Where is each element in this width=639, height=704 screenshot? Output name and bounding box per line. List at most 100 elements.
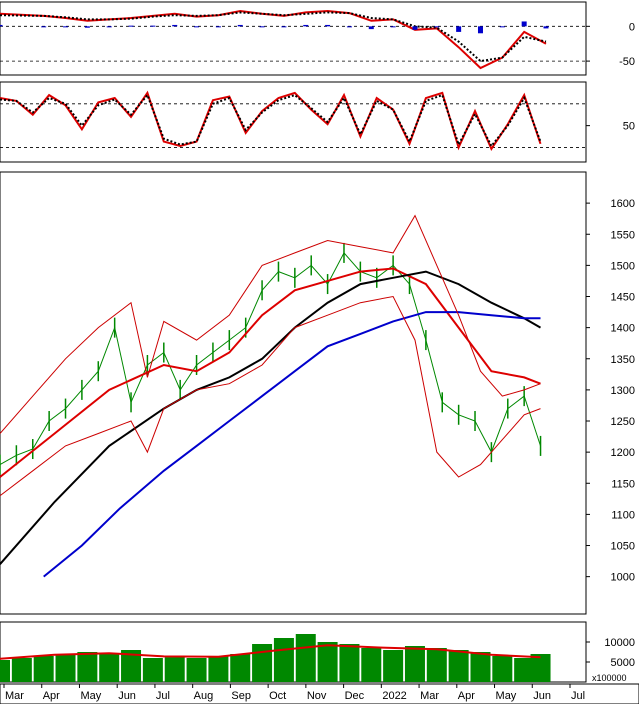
x-tick-label-6: Sep [231,690,251,702]
x-tick-label-5: Aug [194,690,214,702]
y-tick-label-price-5: 1350 [611,354,635,366]
volume-volume-bar-4 [77,652,98,682]
macd-histogram-bar-23 [521,21,527,27]
volume-volume-bar-18 [383,650,404,682]
macd-histogram-bar-10 [237,24,243,27]
volume-volume_ma-line [0,644,541,660]
volume-volume-bar-10 [208,656,229,682]
macd-signal-line [0,11,547,63]
volume-volume-bar-23 [492,656,513,682]
macd-histogram-bar-11 [259,26,265,28]
y-axis: 0 -50 50 1600 1550 1500 1450 1400 1350 1300 1250 12… [586,21,635,683]
y-tick-label-macd-0: 0 [629,21,635,33]
x-tick-label-7: Oct [269,690,286,702]
volume-volume-bar-16 [339,644,360,682]
x-tick-label-0: Mar [5,690,24,702]
stochastic-k-line [0,90,542,151]
reference-lines [0,25,586,148]
volume-volume-bar-9 [186,658,207,682]
y-tick-label-price-11: 1050 [611,541,635,553]
macd-histogram-bar-18 [412,26,418,30]
macd-histogram-bar-4 [106,26,112,28]
y-tick-label-price-6: 1300 [611,385,635,397]
macd-histogram-bar-5 [128,25,134,27]
y-tick-label-price-10: 1100 [611,509,635,521]
x-tick-label-9: Dec [345,690,365,702]
macd-histogram-bar-8 [194,26,200,28]
volume-volume-bar-2 [33,656,54,682]
volume-volume-bar-24 [514,658,535,682]
y-tick-label-price-9: 1150 [611,478,635,490]
y-tick-label-volume-0: 10000 [604,637,635,649]
y-tick-label-price-8: 1200 [611,447,635,459]
x-tick-label-11: Mar [420,690,439,702]
macd-histogram-bar-21 [477,26,483,34]
x-tick-label-3: Jun [118,690,136,702]
volume-volume-bar-13 [273,638,294,682]
x-tick-label-13: May [496,690,517,702]
panel-frame-price [0,171,587,615]
volume-volume-bar-22 [470,652,491,682]
price-bollinger_upper-line [0,214,541,434]
macd-histogram-bar-15 [346,26,352,28]
panel-frame-macd [0,1,587,76]
y-tick-label-volume-1: 5000 [611,657,635,669]
x-tick-label-2: May [80,690,101,702]
volume-volume-bar-8 [164,657,185,682]
x-tick-label-8: Nov [307,690,327,702]
volume-volume-bar-1 [11,658,32,682]
macd-histogram-bar-16 [368,26,374,30]
macd-histogram-bar-22 [499,26,505,28]
volume-volume-bar-20 [426,648,447,682]
y-tick-label-macd-1: -50 [619,56,635,68]
macd-macd-line [0,9,547,70]
x-tick-label-14: Jun [533,690,551,702]
volume-volume-bar-25 [530,654,551,682]
stochastic-d-line [0,93,542,148]
volume-volume-bar-14 [295,634,316,682]
y-tick-label-price-12: 1000 [611,572,635,584]
macd-histogram-bar-9 [215,26,221,28]
macd-histogram-bar-3 [84,26,90,28]
macd-histogram-bar-17 [390,26,396,28]
price-price-line [0,252,541,466]
macd-histogram-bar-19 [434,26,440,28]
macd-histogram-bar-0 [0,24,3,27]
volume-volume-bar-15 [317,642,338,682]
y-tick-label-price-4: 1400 [611,323,635,335]
volume-volume-bar-19 [404,646,425,682]
x-axis: Mar Apr May Jun Jul Aug Sep Oct Nov Dec 2022 Mar Apr… [3,684,585,702]
volume-volume-bar-11 [230,654,251,682]
price-ma200-line [43,311,541,578]
y-tick-label-price-7: 1250 [611,416,635,428]
macd-histogram-bar-6 [150,25,156,27]
volume-volume-bar-5 [99,654,120,682]
y-tick-label-stochastic-0: 50 [623,121,635,133]
volume-volume-bar-0 [0,660,10,682]
volume-volume-bar-3 [55,654,76,682]
x-tick-label-12: Apr [458,690,475,702]
macd-histogram-bar-20 [456,26,462,32]
volume-volume-bar-7 [142,658,163,682]
volume-volume-bar-21 [448,650,469,682]
macd-histogram-bar-1 [41,26,47,28]
y-tick-label-price-1: 1550 [611,229,635,241]
x-tick-label-15: Jul [571,690,585,702]
volume-volume-bar-17 [361,648,382,682]
macd-histogram-bar-13 [303,24,309,27]
volume-volume-bar-6 [121,650,142,682]
x-axis-frame [0,683,639,704]
price-bollinger_lower-line [0,295,541,497]
price-ma50-line [0,270,541,565]
macd-histogram-bar-14 [325,24,331,27]
macd-histogram-bar-7 [172,24,178,27]
macd-histogram-bar-2 [63,26,69,28]
macd-histogram-bar-24 [543,26,549,29]
x-tick-label-1: Apr [43,690,60,702]
y-tick-label-price-0: 1600 [611,198,635,210]
x-tick-label-10: 2022 [382,690,406,702]
volume-unit-label: x100000 [592,673,627,683]
volume-volume-bar-12 [252,644,273,682]
